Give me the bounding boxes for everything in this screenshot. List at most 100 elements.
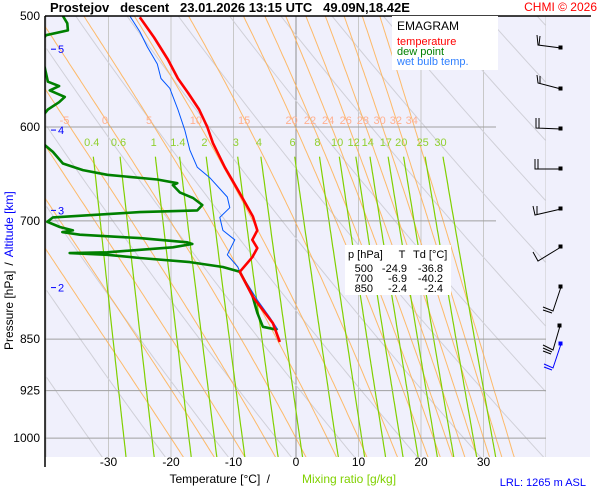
mixing-ratio-label: 6 <box>290 137 296 149</box>
dry-adiabat <box>382 16 546 202</box>
table-cell: -36.8 <box>418 263 443 275</box>
temperature-tick-label: -10 <box>225 455 243 469</box>
mixing-ratio-line <box>205 156 246 457</box>
moist-adiabat-label: 30 <box>373 115 385 127</box>
table-cell: -6.9 <box>388 273 407 285</box>
table-cell: -24.9 <box>382 263 407 275</box>
moist-adiabat-label: 5 <box>146 115 152 127</box>
moist-adiabat <box>45 87 277 457</box>
wind-barb-icon <box>532 205 563 216</box>
dry-adiabat <box>45 203 229 457</box>
moist-adiabat-label: 24 <box>322 115 334 127</box>
dry-adiabat <box>75 16 419 457</box>
mixing-ratio-label: 12 <box>347 137 359 149</box>
moist-adiabat-label: 26 <box>340 115 352 127</box>
table-header-td: Td [°C] <box>413 249 447 261</box>
mixing-ratio-line <box>369 156 419 457</box>
x-axis-label-temperature: Temperature [°C] / <box>169 472 270 486</box>
pressure-tick-label: 925 <box>20 384 40 398</box>
temperature-tick-label: -20 <box>162 455 180 469</box>
altitude-tick-label: 2 <box>58 283 64 295</box>
dry-adiabat <box>433 16 546 142</box>
legend-wet-bulb: wet bulb temp. <box>396 56 469 68</box>
moist-adiabat-label: 0 <box>102 115 108 127</box>
mixing-ratio-label: 25 <box>417 137 429 149</box>
temperature-tick-label: 0 <box>293 455 300 469</box>
moist-adiabat-label: 32 <box>390 115 402 127</box>
mixing-ratio-label: 10 <box>331 137 343 149</box>
wind-barb-icon <box>535 118 563 131</box>
wind-barb-icon <box>542 323 562 355</box>
moist-adiabat <box>187 16 398 457</box>
wind-barb-icon <box>543 341 563 371</box>
temperature-line <box>138 16 282 343</box>
table-cell: -2.4 <box>388 283 407 295</box>
table-cell: -40.2 <box>418 273 443 285</box>
dry-adiabat <box>45 45 356 457</box>
table-cell: 850 <box>355 283 373 295</box>
altitude-tick-label: 3 <box>58 205 64 217</box>
moist-adiabat <box>264 16 441 457</box>
mixing-ratio-line <box>403 156 455 457</box>
pressure-tick-label: 500 <box>20 9 40 23</box>
wind-barb-icon <box>536 74 563 91</box>
table-box <box>345 245 451 295</box>
moist-adiabat <box>133 16 368 457</box>
legend-box <box>392 16 498 70</box>
mixing-ratio-label: 3 <box>233 137 239 149</box>
legend: EMAGRAM temperature dew point wet bulb t… <box>392 16 498 70</box>
isopleth-labels: -5 0 5 10 15 20 22 24 26 28 30 32 340.4 0.6 1 1.4 2 3 4 6 8 1… <box>60 115 447 149</box>
chart-title: Prostejov descent 23.01.2026 13:15 UTC 4… <box>50 0 410 15</box>
moist-adiabat <box>242 16 429 457</box>
moist-adiabat-label: 20 <box>285 115 297 127</box>
mixing-ratio-line <box>294 156 339 457</box>
wind-barb-icon <box>536 34 563 50</box>
moist-adiabat-label: 28 <box>357 115 369 127</box>
wind-barb-icon <box>534 159 563 171</box>
legend-temperature: temperature <box>397 36 456 48</box>
mixing-ratio-line <box>338 156 387 457</box>
moist-adiabat <box>324 16 478 457</box>
pressure-tick-label: 1000 <box>13 431 40 445</box>
mixing-ratio-label: 1.4 <box>170 137 185 149</box>
mixing-ratio-line <box>318 156 366 457</box>
moist-adiabat <box>285 16 454 457</box>
table-cell: 500 <box>355 263 373 275</box>
pressure-tick-label: 850 <box>20 332 40 346</box>
dry-adiabat <box>331 16 546 264</box>
moist-adiabat <box>45 144 246 457</box>
copyright: CHMI © 2026 <box>524 0 597 14</box>
mixing-ratio-label: 0.4 <box>84 137 99 149</box>
values-table: p [hPa] T Td [°C] 500 -24.9 -36.8 700 -6… <box>345 245 451 295</box>
wind-barbs <box>532 34 563 371</box>
moist-adiabat <box>45 247 184 457</box>
pressure-tick-label: 700 <box>20 214 40 228</box>
table-header-t: T <box>399 249 406 261</box>
mixing-ratio-label: 0.6 <box>111 137 126 149</box>
mixing-ratio-label: 2 <box>201 137 207 149</box>
temperature-tick-label: 30 <box>477 455 491 469</box>
temperature-tick-label: 10 <box>352 455 366 469</box>
moist-adiabat <box>343 16 491 457</box>
dry-adiabat <box>45 122 292 457</box>
dry-adiabat <box>126 16 482 457</box>
mixing-ratio-label: 4 <box>256 137 262 149</box>
moist-adiabat-label: 15 <box>238 115 250 127</box>
mixing-ratio-line <box>119 156 155 457</box>
legend-title: EMAGRAM <box>397 19 459 33</box>
mixing-ratio-line <box>237 156 279 457</box>
wind-barb-icon <box>532 244 563 262</box>
moist-adiabat <box>83 16 337 457</box>
x-axis-label-mixing-ratio: Mixing ratio [g/kg] <box>302 472 396 486</box>
altitude-tick-label: 4 <box>58 125 64 137</box>
moist-adiabat <box>45 25 307 457</box>
mixing-ratio-line <box>92 156 127 457</box>
table-cell: -2.4 <box>424 283 443 295</box>
altitude-tick-label: 5 <box>58 44 64 56</box>
dry-adiabat <box>45 287 166 457</box>
mixing-ratio-label: 8 <box>314 137 320 149</box>
mixing-ratio-label: 17 <box>380 137 392 149</box>
mixing-ratio-line <box>179 156 218 457</box>
dew-point-line <box>45 16 278 332</box>
table-cell: 700 <box>355 273 373 285</box>
